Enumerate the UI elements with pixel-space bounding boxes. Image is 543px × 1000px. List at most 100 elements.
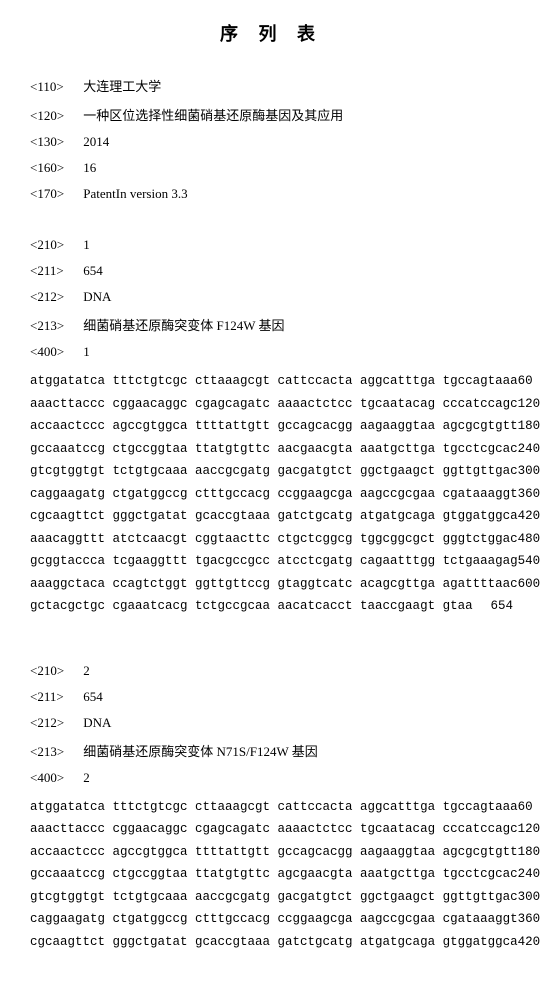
sequence-row: caggaagatg ctgatggccg ctttgccacg ccggaag… [30, 908, 513, 931]
sequence-position: 120 [518, 818, 541, 841]
val-170: PatentIn version 3.3 [83, 186, 187, 201]
sequence-bases: caggaagatg ctgatggccg ctttgccacg ccggaag… [30, 483, 518, 506]
seq1-213: <213> 细菌硝基还原酶突变体 F124W 基因 [30, 315, 513, 334]
tag-160: <160> [30, 160, 80, 176]
sequence-bases: gcggtaccca tcgaaggttt tgacgccgcc atcctcg… [30, 550, 518, 573]
sequence-row: aaacttaccc cggaacaggc cgagcagatc aaaactc… [30, 393, 513, 416]
sequence-row: cgcaagttct gggctgatat gcaccgtaaa gatctgc… [30, 931, 513, 954]
page-title: 序 列 表 [30, 20, 513, 46]
tag-211: <211> [30, 689, 80, 705]
sequence-position: 300 [518, 886, 541, 909]
sequence-bases: aaacttaccc cggaacaggc cgagcagatc aaaactc… [30, 393, 518, 416]
sequence-position: 600 [518, 573, 541, 596]
val-160: 16 [83, 160, 96, 175]
val-130: 2014 [83, 134, 109, 149]
val-110: 大连理工大学 [83, 79, 161, 94]
sequence-position: 420 [518, 931, 541, 954]
seq1-212: <212> DNA [30, 289, 513, 305]
sequence-row: accaactccc agccgtggca ttttattgtt gccagca… [30, 415, 513, 438]
seq2-400: <400> 2 [30, 770, 513, 786]
meta-130: <130> 2014 [30, 134, 513, 150]
sequence-position: 360 [518, 908, 541, 931]
val-400: 2 [83, 770, 90, 785]
sequence-row: accaactccc agccgtggca ttttattgtt gccagca… [30, 841, 513, 864]
sequence-position: 180 [518, 841, 541, 864]
tag-400: <400> [30, 770, 80, 786]
meta-110: <110> 大连理工大学 [30, 76, 513, 95]
seq1-block: atggatatca tttctgtcgc cttaaagcgt cattcca… [30, 370, 513, 618]
seq2-210: <210> 2 [30, 663, 513, 679]
sequence-bases: aaacaggttt atctcaacgt cggtaacttc ctgctcg… [30, 528, 518, 551]
sequence-row: gtcgtggtgt tctgtgcaaa aaccgcgatg gacgatg… [30, 460, 513, 483]
tag-210: <210> [30, 663, 80, 679]
meta-160: <160> 16 [30, 160, 513, 176]
sequence-row: aaacaggttt atctcaacgt cggtaacttc ctgctcg… [30, 528, 513, 551]
val-211: 654 [83, 689, 103, 704]
tag-213: <213> [30, 318, 80, 334]
seq2-213: <213> 细菌硝基还原酶突变体 N71S/F124W 基因 [30, 741, 513, 760]
sequence-row: gtcgtggtgt tctgtgcaaa aaccgcgatg gacgatg… [30, 886, 513, 909]
sequence-bases: aaaggctaca ccagtctggt ggttgttccg gtaggtc… [30, 573, 518, 596]
val-213: 细菌硝基还原酶突变体 F124W 基因 [83, 318, 284, 333]
sequence-row: gccaaatccg ctgccggtaa ttatgtgttc agcgaac… [30, 863, 513, 886]
sequence-bases: atggatatca tttctgtcgc cttaaagcgt cattcca… [30, 370, 518, 393]
sequence-position: 540 [518, 550, 541, 573]
sequence-row: gcggtaccca tcgaaggttt tgacgccgcc atcctcg… [30, 550, 513, 573]
tag-211: <211> [30, 263, 80, 279]
tag-213: <213> [30, 744, 80, 760]
tag-400: <400> [30, 344, 80, 360]
sequence-bases: gtcgtggtgt tctgtgcaaa aaccgcgatg gacgatg… [30, 460, 518, 483]
seq2-block: atggatatca tttctgtcgc cttaaagcgt cattcca… [30, 796, 513, 954]
sequence-bases: gccaaatccg ctgccggtaa ttatgtgttc agcgaac… [30, 863, 518, 886]
sequence-position: 240 [518, 438, 541, 461]
sequence-row: gctacgctgc cgaaatcacg tctgccgcaa aacatca… [30, 595, 513, 618]
seq1-210: <210> 1 [30, 237, 513, 253]
val-213: 细菌硝基还原酶突变体 N71S/F124W 基因 [83, 744, 318, 759]
sequence-position: 420 [518, 505, 541, 528]
sequence-row: aaaggctaca ccagtctggt ggttgttccg gtaggtc… [30, 573, 513, 596]
meta-120: <120> 一种区位选择性细菌硝基还原酶基因及其应用 [30, 105, 513, 124]
sequence-bases: gtcgtggtgt tctgtgcaaa aaccgcgatg gacgatg… [30, 886, 518, 909]
seq1-211: <211> 654 [30, 263, 513, 279]
meta-170: <170> PatentIn version 3.3 [30, 186, 513, 202]
tag-212: <212> [30, 289, 80, 305]
sequence-row: caggaagatg ctgatggccg ctttgccacg ccggaag… [30, 483, 513, 506]
sequence-bases: gccaaatccg ctgccggtaa ttatgtgttc aacgaac… [30, 438, 518, 461]
tag-110: <110> [30, 79, 80, 95]
sequence-row: atggatatca tttctgtcgc cttaaagcgt cattcca… [30, 370, 513, 393]
seq2-212: <212> DNA [30, 715, 513, 731]
sequence-row: aaacttaccc cggaacaggc cgagcagatc aaaactc… [30, 818, 513, 841]
tag-212: <212> [30, 715, 80, 731]
sequence-bases: accaactccc agccgtggca ttttattgtt gccagca… [30, 841, 518, 864]
sequence-row: gccaaatccg ctgccggtaa ttatgtgttc aacgaac… [30, 438, 513, 461]
val-211: 654 [83, 263, 103, 278]
sequence-position: 60 [518, 796, 533, 819]
val-210: 1 [83, 237, 90, 252]
sequence-bases: caggaagatg ctgatggccg ctttgccacg ccggaag… [30, 908, 518, 931]
sequence-row: cgcaagttct gggctgatat gcaccgtaaa gatctgc… [30, 505, 513, 528]
tag-120: <120> [30, 108, 80, 124]
sequence-position: 60 [518, 370, 533, 393]
sequence-bases: cgcaagttct gggctgatat gcaccgtaaa gatctgc… [30, 931, 518, 954]
sequence-position: 360 [518, 483, 541, 506]
sequence-bases: cgcaagttct gggctgatat gcaccgtaaa gatctgc… [30, 505, 518, 528]
val-212: DNA [83, 289, 111, 304]
val-120: 一种区位选择性细菌硝基还原酶基因及其应用 [83, 108, 343, 123]
sequence-bases: gctacgctgc cgaaatcacg tctgccgcaa aacatca… [30, 595, 473, 618]
tag-170: <170> [30, 186, 80, 202]
seq2-211: <211> 654 [30, 689, 513, 705]
val-400: 1 [83, 344, 90, 359]
sequence-bases: atggatatca tttctgtcgc cttaaagcgt cattcca… [30, 796, 518, 819]
seq1-400: <400> 1 [30, 344, 513, 360]
sequence-bases: aaacttaccc cggaacaggc cgagcagatc aaaactc… [30, 818, 518, 841]
val-210: 2 [83, 663, 90, 678]
sequence-position: 180 [518, 415, 541, 438]
sequence-position: 120 [518, 393, 541, 416]
sequence-row: atggatatca tttctgtcgc cttaaagcgt cattcca… [30, 796, 513, 819]
val-212: DNA [83, 715, 111, 730]
sequence-position: 480 [518, 528, 541, 551]
sequence-position: 240 [518, 863, 541, 886]
sequence-position: 300 [518, 460, 541, 483]
sequence-bases: accaactccc agccgtggca ttttattgtt gccagca… [30, 415, 518, 438]
sequence-position: 654 [473, 595, 513, 618]
